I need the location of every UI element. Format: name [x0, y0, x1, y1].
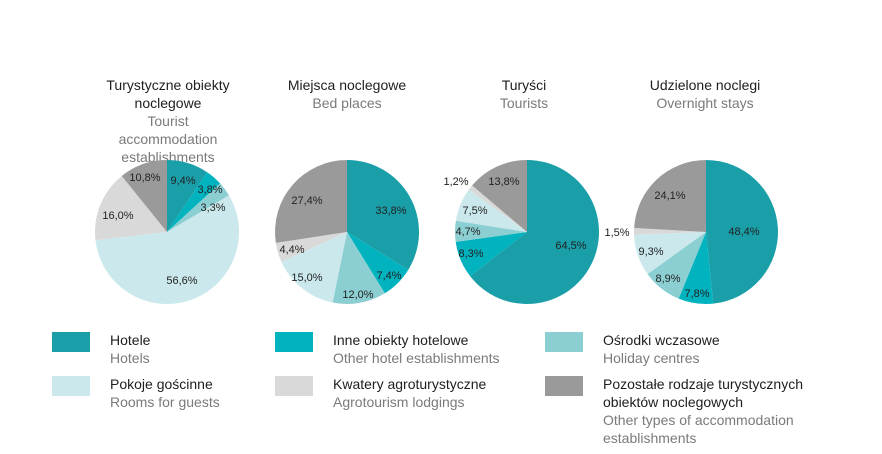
pie-slice-tourists-rooms: [455, 189, 527, 232]
pie-slice-bed-places-agro: [275, 232, 347, 262]
legend-swatch: [545, 332, 583, 352]
pie-slice-establishments-other-hotel: [167, 172, 221, 232]
legend-swatch: [275, 376, 313, 396]
pie-slice-bed-places-other-types: [275, 160, 347, 243]
pie-slice-bed-places-holiday: [332, 232, 385, 305]
pie-charts: 9,4%3,8% 3,3% 56,6% 16,0% 10,8% 33,8% 7,4%12,0…: [95, 160, 778, 305]
data-label-overnight-stays-other-hotel: 7,8%: [684, 288, 709, 300]
data-label-establishments-other-hotel: 3,8%: [197, 184, 222, 196]
chart-title-pl: Udzielone noclegi: [649, 77, 761, 93]
data-label-establishments-holiday: 3,3%: [200, 202, 225, 214]
pie-slice-bed-places-rooms: [281, 232, 347, 303]
data-label-establishments-agro: 16,0%: [102, 210, 133, 222]
pie-slice-bed-places-other-hotel: [347, 232, 409, 294]
data-label-establishments-other-types: 10,8%: [129, 172, 160, 184]
pie-slice-overnight-stays-holiday: [647, 232, 706, 299]
chart-title-bed-places: Miejsca noclegowe Bed places: [257, 76, 437, 112]
chart-title-tourists: Turyści Tourists: [434, 76, 614, 112]
data-label-bed-places-agro: 4,4%: [279, 244, 304, 256]
data-label-tourists-other-hotel: 8,3%: [458, 248, 483, 260]
pie-slice-overnight-stays-hotels: [706, 160, 778, 304]
legend-swatch: [545, 376, 583, 396]
pie-slice-establishments-other-types: [121, 160, 167, 232]
data-label-tourists-hotels: 64,5%: [555, 240, 586, 252]
chart-title-pl: Turyści: [501, 77, 547, 93]
pie-slice-tourists-holiday: [454, 220, 527, 242]
legend-label-pl: Ośrodki wczasowe: [603, 332, 720, 348]
data-label-tourists-other-types: 13,8%: [488, 176, 519, 188]
legend-swatch: [52, 332, 90, 352]
data-label-bed-places-other-types: 27,4%: [291, 195, 322, 207]
pie-slice-overnight-stays-other-hotel: [678, 232, 714, 304]
data-label-bed-places-other-hotel: 7,4%: [376, 270, 401, 282]
data-label-tourists-rooms: 7,5%: [462, 205, 487, 217]
chart-title-overnight-stays: Udzielone noclegi Overnight stays: [615, 76, 795, 112]
data-label-tourists-agro: 1,2%: [443, 176, 468, 188]
data-label-bed-places-hotels: 33,8%: [375, 205, 406, 217]
legend-label-pl: Hotele: [110, 332, 151, 348]
data-label-overnight-stays-other-types: 24,1%: [654, 190, 685, 202]
legend-label-en: Other types of accommodation establishme…: [603, 412, 794, 446]
legend-label-pl: Kwatery agroturystyczne: [333, 376, 487, 392]
chart-title-pl: Miejsca noclegowe: [287, 77, 407, 93]
data-label-overnight-stays-holiday: 8,9%: [655, 273, 680, 285]
legend-label-pl: Pozostałe rodzaje turystycznych obiektów…: [603, 376, 803, 410]
legend-label-en: Rooms for guests: [110, 394, 220, 410]
legend-swatch: [275, 332, 313, 352]
data-label-establishments-rooms: 56,6%: [166, 275, 197, 287]
legend-label-en: Holiday centres: [603, 350, 700, 366]
pie-slice-establishments-hotels: [167, 160, 208, 232]
chart-title-en: Bed places: [312, 95, 382, 111]
chart-title-en: Tourists: [499, 95, 549, 111]
pie-slice-establishments-agro: [95, 175, 167, 241]
data-label-bed-places-rooms: 15,0%: [291, 272, 322, 284]
chart-title-pl: Turystyczne obiekty noclegowe: [106, 77, 230, 111]
pie-slice-overnight-stays-other-types: [634, 160, 706, 232]
legend-label-en: Other hotel establishments: [333, 350, 500, 366]
data-label-overnight-stays-hotels: 48,4%: [728, 226, 759, 238]
pie-slice-tourists-other-hotel: [455, 232, 527, 277]
pie-slice-tourists-agro: [468, 185, 527, 232]
pie-slice-overnight-stays-agro: [634, 227, 706, 235]
pie-slice-establishments-rooms: [95, 195, 239, 304]
chart-title-establishments: Turystyczne obiekty noclegowe Tourist ac…: [78, 76, 258, 166]
chart-title-en: Tourist accommodation establishments: [118, 113, 218, 165]
legend-label-pl: Pokoje gościnne: [110, 376, 213, 392]
legend-swatch: [52, 376, 90, 396]
pie-slice-establishments-holiday: [167, 183, 230, 232]
pie-slice-tourists-other-types: [472, 160, 527, 232]
data-label-establishments-hotels: 9,4%: [170, 175, 195, 187]
data-label-overnight-stays-agro: 1,5%: [604, 227, 629, 239]
legend-label-en: Hotels: [110, 350, 150, 366]
legend-label-en: Agrotourism lodgings: [333, 394, 465, 410]
data-label-bed-places-holiday: 12,0%: [342, 289, 373, 301]
chart-title-en: Overnight stays: [656, 95, 754, 111]
pie-slice-tourists-hotels: [470, 160, 599, 305]
pie-slice-bed-places-hotels: [347, 160, 419, 270]
legend-label-pl: Inne obiekty hotelowe: [333, 332, 469, 348]
data-label-overnight-stays-rooms: 9,3%: [638, 246, 663, 258]
pie-slice-overnight-stays-rooms: [634, 232, 706, 274]
data-label-tourists-holiday: 4,7%: [455, 226, 480, 238]
